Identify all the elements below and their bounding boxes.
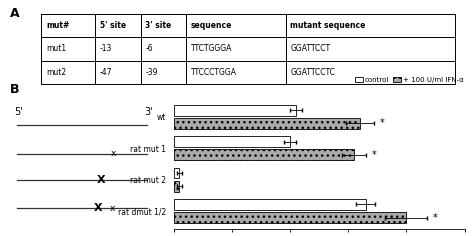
Text: 3': 3' xyxy=(144,107,153,117)
Bar xyxy=(173,136,290,147)
Text: GGATTCCTC: GGATTCCTC xyxy=(290,68,335,77)
Text: *: * xyxy=(380,118,384,128)
Text: TTCTGGGA: TTCTGGGA xyxy=(191,44,232,53)
Text: mut1: mut1 xyxy=(46,44,66,53)
Bar xyxy=(173,199,365,210)
Text: X: X xyxy=(94,203,102,213)
Bar xyxy=(173,181,180,192)
Text: mut2: mut2 xyxy=(46,68,66,77)
Bar xyxy=(173,168,180,178)
Text: -6: -6 xyxy=(145,44,153,53)
Text: mutant sequence: mutant sequence xyxy=(290,21,365,30)
Text: -39: -39 xyxy=(145,68,158,77)
Bar xyxy=(173,118,360,129)
Text: TTCCCTGGA: TTCCCTGGA xyxy=(191,68,237,77)
Text: 5': 5' xyxy=(14,107,23,117)
Text: X: X xyxy=(97,174,106,185)
Text: *: * xyxy=(372,150,376,160)
Text: A: A xyxy=(9,7,19,20)
Text: *: * xyxy=(433,213,438,223)
Text: B: B xyxy=(9,83,19,96)
Bar xyxy=(173,105,296,115)
Text: GGATTCCT: GGATTCCT xyxy=(290,44,330,53)
Text: x: x xyxy=(111,149,116,158)
Text: -47: -47 xyxy=(100,68,112,77)
Text: sequence: sequence xyxy=(191,21,232,30)
Text: 5' site: 5' site xyxy=(100,21,126,30)
Text: 3' site: 3' site xyxy=(145,21,172,30)
Bar xyxy=(173,212,406,223)
Text: mut#: mut# xyxy=(46,21,69,30)
Text: -13: -13 xyxy=(100,44,112,53)
Legend: control, + 100 U/ml IFN-α: control, + 100 U/ml IFN-α xyxy=(352,74,467,85)
Text: x: x xyxy=(109,204,115,213)
Bar xyxy=(173,149,354,160)
